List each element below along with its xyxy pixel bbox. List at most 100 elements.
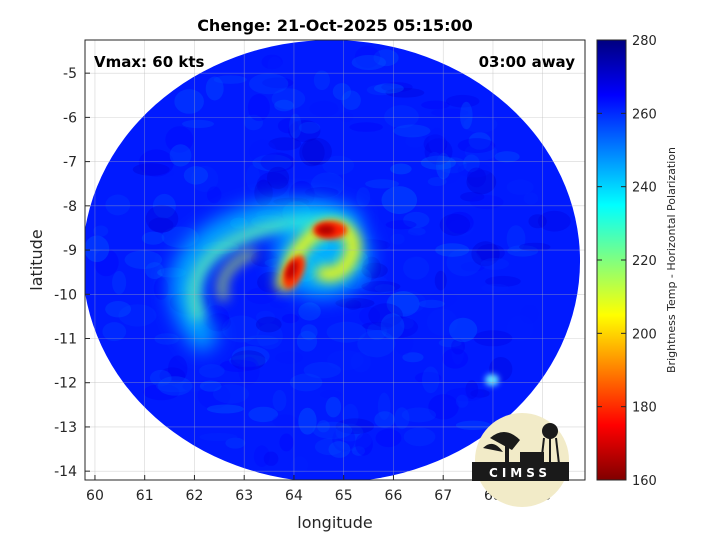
swath-texture: [250, 250, 280, 267]
swath-texture: [245, 164, 260, 191]
swath-texture: [302, 137, 332, 166]
time-away-annotation: 03:00 away: [479, 53, 576, 71]
swath-texture: [263, 451, 279, 466]
swath-texture: [145, 262, 165, 280]
swath-texture: [213, 75, 247, 84]
vmax-annotation: Vmax: 60 kts: [94, 53, 204, 71]
swath-texture: [494, 151, 520, 163]
swath-texture: [423, 134, 448, 154]
swath-texture: [354, 45, 381, 69]
swath-texture: [471, 241, 500, 267]
swath-texture: [537, 210, 571, 232]
logo-building-icon: [520, 452, 544, 464]
swath-texture: [447, 219, 474, 237]
swath-texture: [466, 167, 487, 188]
swath-texture: [403, 256, 430, 280]
swath-texture: [446, 248, 482, 277]
swath-texture: [350, 351, 371, 373]
swath-texture: [401, 407, 437, 423]
swath-texture: [183, 166, 209, 185]
swath-texture: [428, 151, 441, 164]
swath-texture: [480, 257, 509, 270]
swath-texture: [157, 376, 193, 396]
swath-texture: [248, 73, 289, 95]
swath-texture: [365, 179, 399, 189]
swath-texture: [206, 404, 244, 414]
swath-texture: [463, 115, 498, 133]
swath-texture: [256, 310, 276, 324]
colorbar-tick-label: 240: [632, 181, 657, 196]
x-tick-label: 62: [186, 488, 204, 504]
swath-texture: [448, 317, 478, 343]
swath-texture: [523, 192, 539, 205]
swath-texture: [355, 433, 373, 456]
swath-texture: [219, 359, 257, 372]
swath-texture: [85, 235, 110, 263]
swath-texture: [393, 124, 431, 138]
swath-texture: [312, 421, 353, 440]
swath-texture: [351, 54, 387, 71]
swath-texture: [418, 299, 445, 309]
x-tick-label: 64: [285, 488, 303, 504]
colorbar-tick-label: 180: [632, 401, 657, 416]
swath-texture: [426, 308, 458, 336]
swath-texture: [466, 169, 497, 195]
swath-texture: [272, 389, 287, 412]
swath-texture: [174, 89, 204, 114]
swath-texture: [385, 87, 425, 98]
x-tick-label: 61: [136, 488, 154, 504]
swath-texture: [279, 433, 294, 452]
swath-texture: [386, 291, 420, 317]
swath-texture: [457, 162, 492, 178]
swath-texture: [244, 335, 279, 346]
swath-texture: [385, 220, 417, 230]
swath-texture: [152, 193, 176, 219]
swath-texture: [246, 287, 277, 305]
swath-texture: [390, 233, 405, 245]
logo-text: CIMSS: [489, 466, 551, 480]
swath-texture: [405, 134, 425, 148]
swath-texture: [469, 195, 504, 210]
swath-texture: [442, 348, 469, 369]
swath-texture: [373, 83, 404, 94]
colorbar-label: Brightness Temp - Horizontal Polarizatio…: [665, 147, 678, 373]
swath-texture: [362, 321, 393, 331]
swath-texture: [159, 168, 175, 177]
swath-texture: [289, 113, 302, 139]
swath-texture: [260, 152, 296, 172]
swath-texture: [291, 456, 309, 474]
logo-dish-stand-icon: [505, 444, 509, 464]
swath-texture: [332, 83, 352, 101]
swath-texture: [212, 384, 250, 404]
chart-title: Chenge: 21-Oct-2025 05:15:00: [197, 16, 473, 35]
swath-texture: [414, 371, 442, 384]
swath-texture: [400, 317, 414, 330]
swath-texture: [356, 187, 371, 208]
swath-texture: [159, 367, 186, 385]
swath-texture: [455, 394, 469, 408]
y-tick-label: -8: [63, 199, 77, 215]
swath-texture: [199, 432, 238, 442]
swath-texture: [197, 382, 231, 409]
swath-texture: [357, 330, 396, 358]
swath-texture: [359, 306, 381, 326]
swath-texture: [335, 423, 364, 442]
y-tick-label: -11: [54, 331, 77, 347]
y-tick-label: -10: [54, 287, 77, 303]
colorbar-ticks: 280 260 240 220 200 180 160: [597, 34, 657, 489]
swath-texture: [424, 138, 453, 165]
swath-texture: [476, 244, 505, 262]
swath-texture: [102, 322, 127, 342]
swath-texture: [351, 446, 366, 456]
swath-texture: [407, 227, 426, 236]
swath-texture: [253, 445, 270, 468]
swath-texture: [153, 277, 169, 300]
swath-texture: [427, 177, 447, 187]
swath-texture: [328, 441, 351, 458]
swath-texture: [288, 119, 321, 143]
swath-texture: [520, 304, 539, 324]
swath-texture: [345, 299, 362, 310]
swath-texture: [359, 275, 391, 297]
swath-texture: [275, 351, 304, 364]
